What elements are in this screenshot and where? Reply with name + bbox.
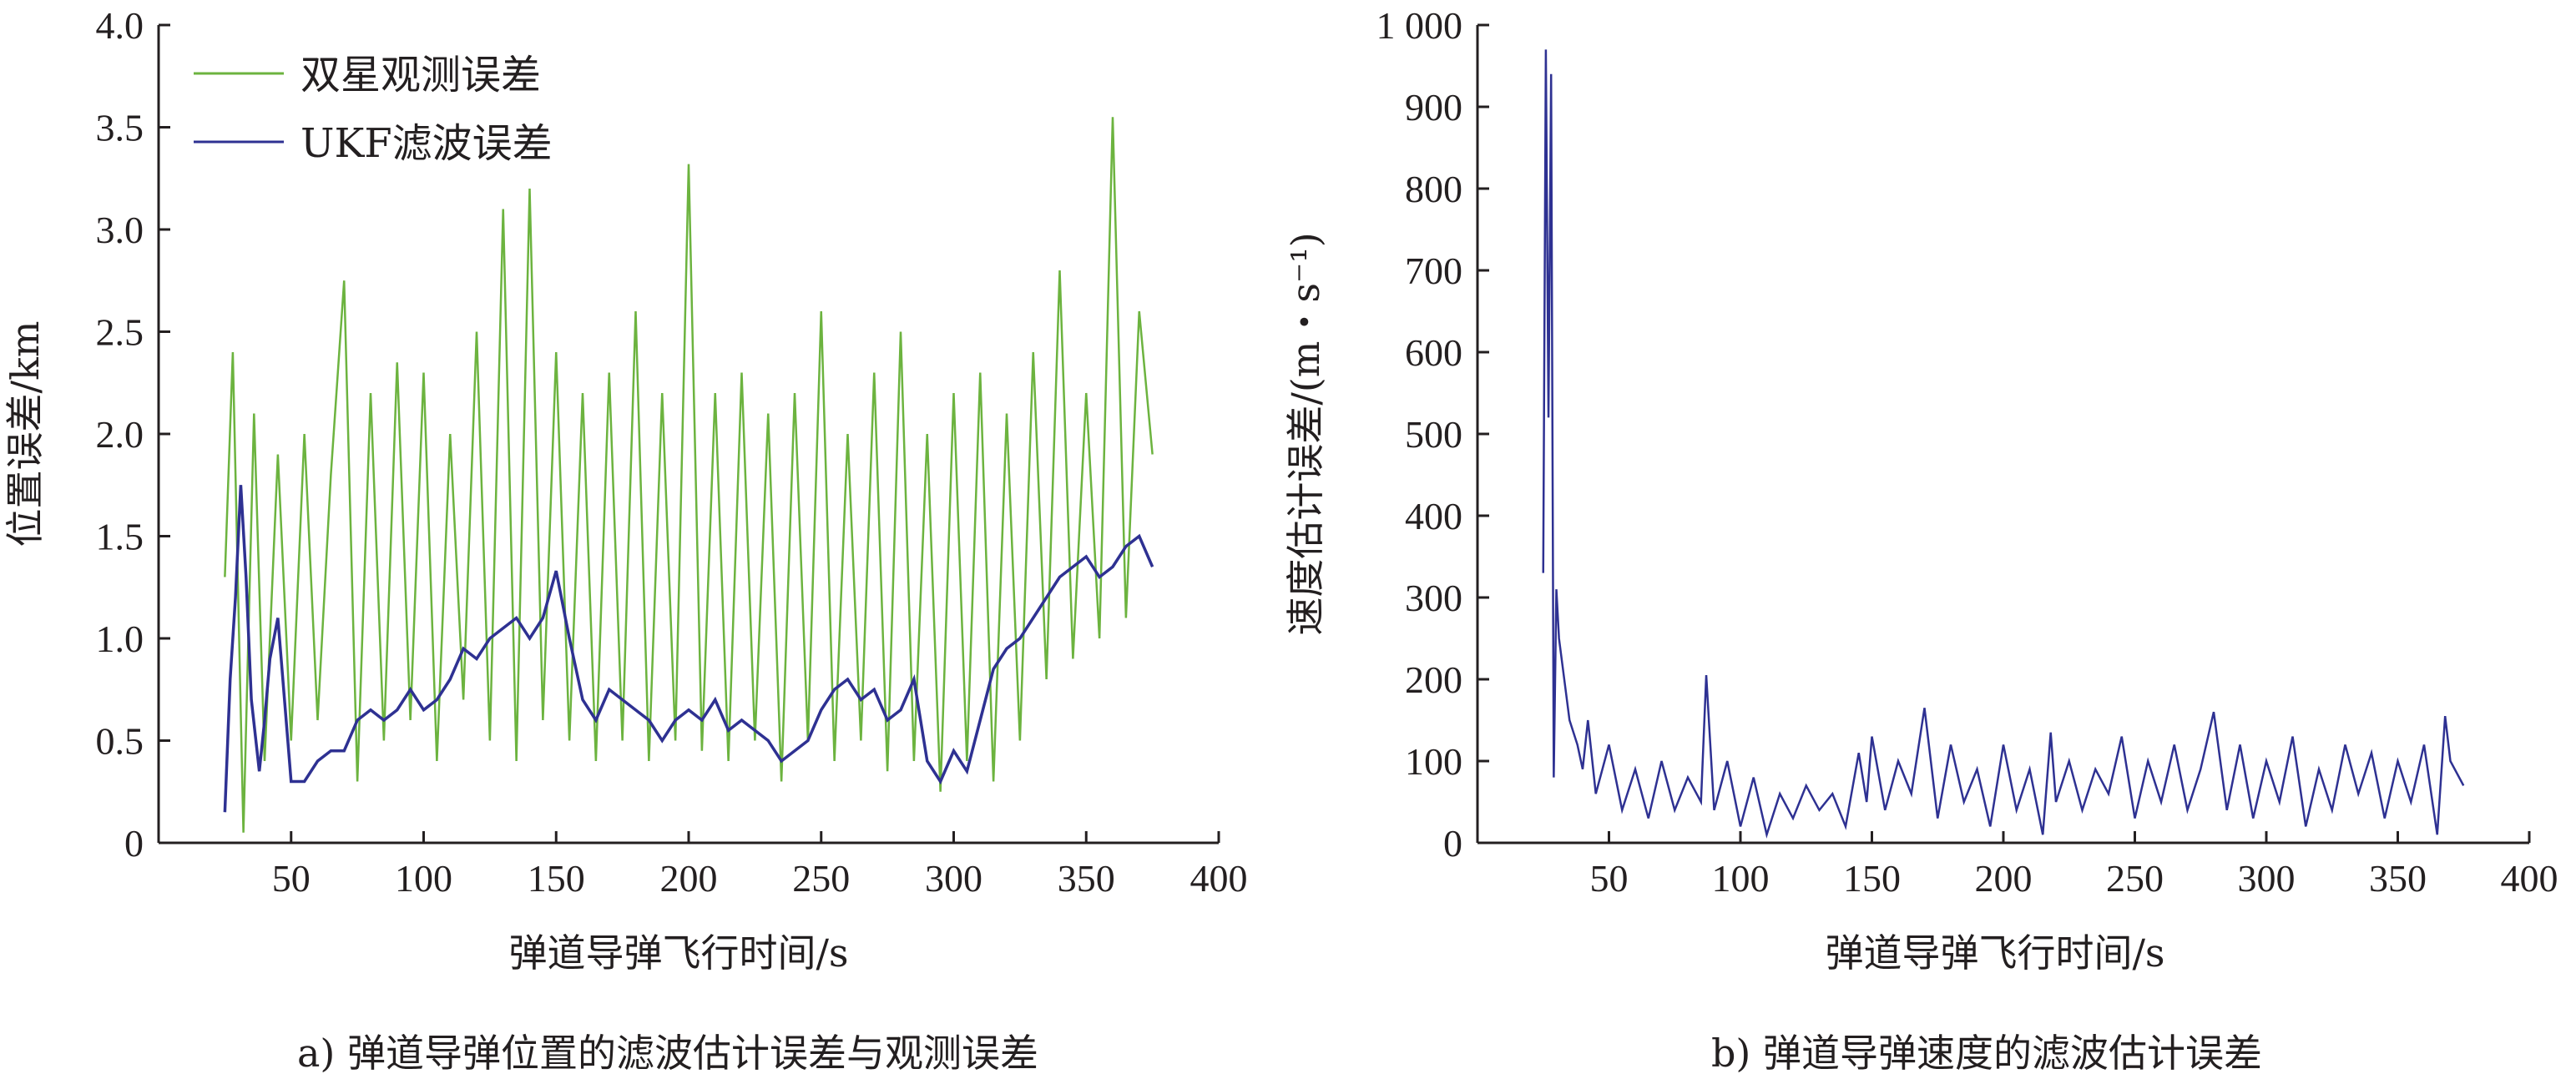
y-tick-label: 900 (1405, 86, 1462, 129)
x-tick-label: 100 (395, 857, 452, 900)
y-tick-label: 300 (1405, 577, 1462, 619)
x-tick-label: 300 (2238, 857, 2296, 900)
x-tick-label: 150 (528, 857, 585, 900)
x-tick-label: 200 (660, 857, 718, 900)
series-line-ukf-error (223, 485, 1154, 813)
y-tick-label: 1 000 (1376, 4, 1463, 47)
y-tick-label: 100 (1405, 740, 1462, 783)
panel-b: 50 100 150 200 250 300 350 400 0 100 200 300 400 500… (1283, 4, 2558, 1076)
panel-a-y-tick-labels: 0 0.5 1.0 1.5 2.0 2.5 3.0 3.5 4.0 (96, 4, 144, 865)
y-tick-label: 2.0 (96, 413, 144, 456)
legend: 双星观测误差 UKF滤波误差 (194, 52, 553, 167)
panel-a-caption: a) 弹道导弹位置的滤波估计误差与观测误差 (297, 1031, 1038, 1076)
x-tick-label: 400 (1190, 857, 1248, 900)
panel-b-y-tick-labels: 0 100 200 300 400 500 600 700 800 900 1 000 (1376, 4, 1463, 865)
panel-b-plot-lines (1542, 49, 2465, 839)
y-tick-label: 0 (1443, 822, 1462, 865)
x-tick-label: 350 (1058, 857, 1115, 900)
x-tick-label: 150 (1843, 857, 1901, 900)
panel-a-x-tick-labels: 50 100 150 200 250 300 350 400 (272, 857, 1248, 900)
x-tick-label: 300 (925, 857, 982, 900)
y-tick-label: 3.0 (96, 209, 144, 251)
y-tick-label: 600 (1405, 331, 1462, 374)
x-tick-label: 50 (272, 857, 311, 900)
panel-b-axes (1476, 23, 2531, 845)
legend-label-ukf-error: UKF滤波误差 (301, 120, 553, 167)
y-tick-label: 400 (1405, 495, 1462, 537)
x-tick-label: 100 (1712, 857, 1770, 900)
y-tick-label: 500 (1405, 413, 1462, 456)
series-line-observation-error (224, 117, 1154, 833)
panel-b-caption: b) 弹道导弹速度的滤波估计误差 (1711, 1031, 2262, 1076)
y-tick-label: 700 (1405, 250, 1462, 292)
panel-b-y-axis-title: 速度估计误差/(m・s⁻¹) (1283, 232, 1328, 635)
x-tick-label: 250 (792, 857, 850, 900)
legend-label-observation-error: 双星观测误差 (301, 52, 541, 98)
y-tick-label: 2.5 (96, 311, 144, 354)
x-tick-label: 200 (1975, 857, 2033, 900)
y-tick-label: 0 (124, 822, 144, 865)
series-line-velocity-error (1542, 49, 2465, 839)
x-tick-label: 350 (2369, 857, 2427, 900)
y-tick-label: 3.5 (96, 107, 144, 149)
y-tick-label: 1.5 (96, 516, 144, 558)
y-tick-label: 200 (1405, 658, 1462, 701)
panel-b-x-tick-labels: 50 100 150 200 250 300 350 400 (1590, 857, 2558, 900)
y-tick-label: 1.0 (96, 618, 144, 660)
panel-a-axes (157, 23, 1220, 845)
panel-a: 50 100 150 200 250 300 350 400 0 0.5 1.0 1.5 2.0 2.5… (3, 4, 1248, 1076)
x-tick-label: 400 (2501, 857, 2558, 900)
panel-a-plot-lines (223, 117, 1154, 833)
panel-a-y-axis-title: 位置误差/km (3, 321, 48, 547)
x-tick-label: 250 (2106, 857, 2164, 900)
x-tick-label: 50 (1590, 857, 1629, 900)
panel-b-x-axis-title: 弹道导弹飞行时间/s (1825, 930, 2164, 976)
y-tick-label: 4.0 (96, 4, 144, 47)
y-tick-label: 0.5 (96, 720, 144, 763)
y-tick-label: 800 (1405, 168, 1462, 210)
panel-a-x-axis-title: 弹道导弹飞行时间/s (508, 930, 848, 976)
